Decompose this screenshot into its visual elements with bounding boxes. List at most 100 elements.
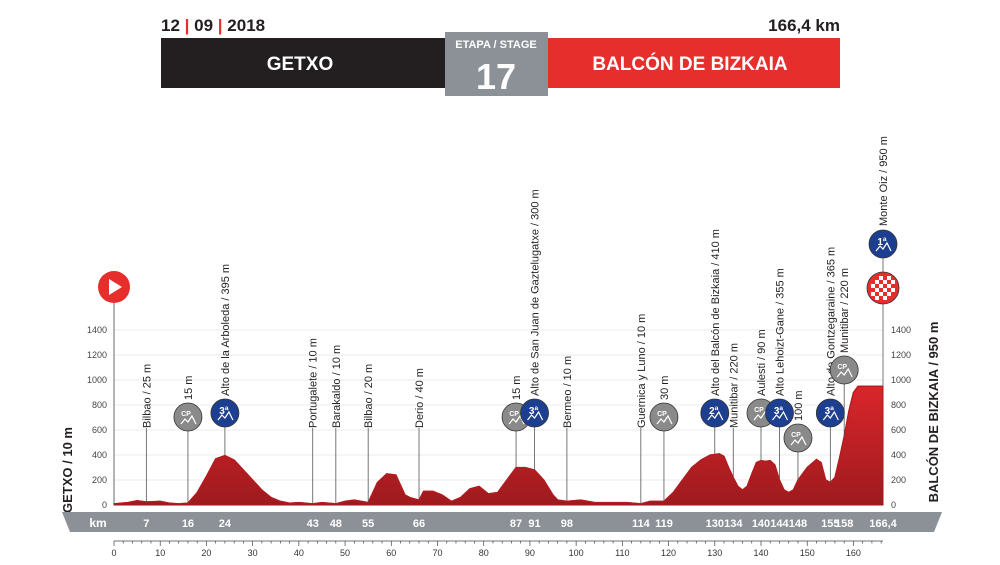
mountain-glyph-icon bbox=[822, 410, 839, 421]
waypoint-icons: CP 3ª CP 3ª CP 2ª CP 3ª CP 3ª CP 1ª bbox=[173, 229, 898, 453]
x-tick-label: 90 bbox=[525, 548, 535, 558]
icon-label: CP bbox=[509, 411, 519, 418]
x-tick-label: 120 bbox=[661, 548, 676, 558]
date-separator-icon: | bbox=[218, 16, 227, 35]
play-icon bbox=[109, 279, 122, 295]
mountain-glyph-icon bbox=[217, 410, 234, 421]
km-bar-label: 140 bbox=[752, 518, 770, 530]
km-bar-label: 119 bbox=[655, 518, 673, 530]
y-tick-label-right: 400 bbox=[891, 450, 906, 460]
waypoint-label: Alto de la Arboleda / 395 m bbox=[220, 264, 232, 396]
waypoint-label: Alto del Balcón de Bizkaia / 410 m bbox=[710, 229, 722, 396]
date-month: 09 bbox=[194, 16, 213, 35]
checker-square bbox=[891, 280, 895, 284]
icon-label: CP bbox=[837, 364, 847, 371]
km-bar-label: 166,4 bbox=[869, 518, 897, 530]
km-bar-title: km bbox=[89, 516, 106, 530]
mountain-glyph-icon bbox=[707, 410, 724, 421]
km-bar-label: 91 bbox=[528, 518, 540, 530]
km-bar-label: 158 bbox=[835, 518, 853, 530]
checker-square bbox=[875, 280, 879, 284]
x-tick-label: 20 bbox=[201, 548, 211, 558]
checker-square bbox=[883, 296, 887, 300]
y-tick-label-left: 200 bbox=[92, 475, 107, 485]
waypoint-label: 15 m bbox=[511, 376, 523, 400]
stage-number-bg bbox=[445, 32, 548, 96]
icon-label: CP bbox=[181, 411, 191, 418]
checker-square bbox=[875, 296, 879, 300]
y-tick-label-right: 1400 bbox=[891, 325, 911, 335]
y-tick-label-right: 0 bbox=[891, 500, 896, 510]
finish-banner bbox=[528, 38, 840, 88]
stage-label: ETAPA / STAGE bbox=[455, 39, 537, 51]
date-day: 12 bbox=[161, 16, 180, 35]
finish-elevation-label: BALCÓN DE BIZKAIA / 950 m bbox=[926, 322, 941, 503]
stage-number: 17 bbox=[476, 56, 516, 97]
elevation-line bbox=[113, 385, 883, 505]
x-tick-label: 40 bbox=[294, 548, 304, 558]
waypoint-label: Alto de Gontzegaraine / 365 m bbox=[825, 247, 837, 396]
km-bar-label: 134 bbox=[724, 518, 743, 530]
y-tick-label-left: 800 bbox=[92, 400, 107, 410]
x-tick-label: 70 bbox=[432, 548, 442, 558]
elevation-profile bbox=[113, 385, 884, 506]
x-tick-label: 60 bbox=[386, 548, 396, 558]
finish-city: BALCÓN DE BIZKAIA bbox=[592, 53, 788, 75]
waypoint-label: Aulesti / 90 m bbox=[756, 329, 768, 396]
waypoint-label: Bilbao / 20 m bbox=[363, 364, 375, 428]
stage-distance: 166,4 km bbox=[768, 16, 840, 35]
mountain-glyph-icon bbox=[772, 410, 789, 421]
x-tick-label: 10 bbox=[155, 548, 165, 558]
y-tick-label-right: 600 bbox=[891, 425, 906, 435]
mountain-glyph-icon bbox=[836, 367, 853, 378]
svg-text:12 | 09 |: 12 | 09 | 2018 bbox=[161, 16, 265, 35]
checker-square bbox=[883, 288, 887, 292]
icon-label: 3ª bbox=[774, 406, 784, 417]
waypoint-label: Monte Oiz / 950 m bbox=[878, 136, 890, 226]
y-tick-label-left: 1200 bbox=[87, 350, 107, 360]
km-bar-label: 144 bbox=[770, 518, 789, 530]
icon-label: CP bbox=[754, 407, 764, 414]
checker-square bbox=[891, 288, 895, 292]
waypoint-label: Alto de San Juan de Gaztelugatxe / 300 m bbox=[530, 189, 542, 396]
x-tick-label: 30 bbox=[248, 548, 258, 558]
waypoint-label: 15 m bbox=[183, 376, 195, 400]
x-tick-label: 50 bbox=[340, 548, 350, 558]
x-tick-label: 0 bbox=[111, 548, 116, 558]
mountain-glyph-icon bbox=[527, 410, 544, 421]
x-tick-label: 110 bbox=[615, 548, 629, 558]
start-elevation-label: GETXO / 10 m bbox=[60, 427, 75, 513]
date-separator-icon: | bbox=[185, 16, 194, 35]
checker-square bbox=[879, 276, 883, 280]
waypoint-label: Portugalete / 10 m bbox=[308, 338, 320, 428]
start-city: GETXO bbox=[267, 54, 334, 75]
x-tick-label: 160 bbox=[846, 548, 861, 558]
waypoint-label: Bilbao / 25 m bbox=[141, 364, 153, 428]
start-marker bbox=[98, 271, 130, 505]
icon-label: CP bbox=[657, 411, 667, 418]
checker-square bbox=[887, 292, 891, 296]
x-tick-label: 130 bbox=[707, 548, 722, 558]
icon-label: CP bbox=[791, 432, 801, 439]
icon-label: 3ª bbox=[219, 406, 229, 417]
mountain-glyph-icon bbox=[180, 414, 197, 425]
km-bar-label: 114 bbox=[632, 518, 651, 530]
checker-square bbox=[871, 292, 875, 296]
mountain-glyph-icon bbox=[875, 241, 892, 252]
km-bar-label: 24 bbox=[219, 518, 232, 530]
icon-label: 3ª bbox=[825, 406, 835, 417]
km-bar-label: 16 bbox=[182, 518, 194, 530]
y-tick-label-left: 1000 bbox=[87, 375, 107, 385]
waypoint-label: Bermeo / 10 m bbox=[562, 356, 574, 428]
y-tick-label-right: 800 bbox=[891, 400, 906, 410]
date-year: 2018 bbox=[227, 16, 265, 35]
waypoint-label: Alto Lehoizt-Gane / 355 m bbox=[774, 268, 786, 396]
start-banner bbox=[161, 38, 465, 88]
icon-label: 3ª bbox=[529, 406, 539, 417]
km-bar-label: 148 bbox=[789, 518, 807, 530]
x-tick-label: 140 bbox=[753, 548, 768, 558]
y-tick-label-left: 1400 bbox=[87, 325, 107, 335]
stage-header: 12 | 09 | 2018 166,4 km GETXO BALCÓN DE … bbox=[161, 16, 840, 97]
